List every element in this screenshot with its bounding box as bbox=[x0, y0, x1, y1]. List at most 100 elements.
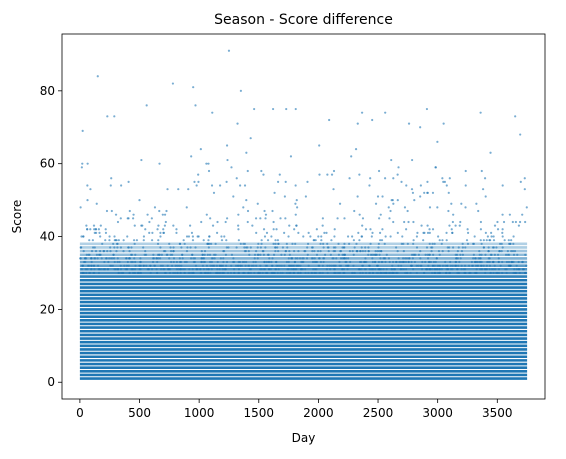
x-tick-label: 2500 bbox=[363, 406, 394, 420]
data-point bbox=[326, 242, 329, 245]
data-point bbox=[506, 250, 509, 253]
data-point bbox=[106, 250, 109, 253]
data-point bbox=[328, 118, 331, 122]
data-point bbox=[128, 209, 131, 213]
data-point bbox=[194, 104, 197, 107]
data-point bbox=[177, 188, 180, 191]
data-point bbox=[426, 180, 429, 183]
data-point bbox=[211, 257, 215, 260]
data-point bbox=[243, 246, 246, 249]
data-point bbox=[470, 260, 473, 264]
data-point bbox=[431, 242, 434, 245]
data-point bbox=[412, 220, 415, 224]
data-point bbox=[493, 253, 496, 256]
data-point bbox=[276, 246, 279, 249]
data-point bbox=[336, 271, 340, 275]
data-point bbox=[425, 246, 429, 249]
data-point bbox=[441, 177, 444, 180]
data-point bbox=[493, 224, 497, 227]
data-point bbox=[387, 206, 390, 209]
data-point bbox=[283, 253, 286, 256]
data-point bbox=[235, 246, 238, 249]
data-point bbox=[89, 228, 92, 231]
data-point bbox=[225, 246, 228, 249]
data-point bbox=[225, 180, 228, 183]
data-point bbox=[225, 260, 229, 264]
data-point bbox=[367, 250, 370, 253]
data-point bbox=[185, 206, 188, 209]
data-point bbox=[101, 242, 104, 245]
data-point bbox=[358, 213, 361, 216]
data-point bbox=[284, 250, 287, 253]
data-point bbox=[138, 264, 141, 267]
data-point bbox=[197, 180, 200, 183]
data-point bbox=[342, 268, 346, 271]
data-point bbox=[113, 115, 116, 118]
data-point bbox=[140, 158, 143, 162]
x-tick-label: 1000 bbox=[184, 406, 215, 420]
data-point bbox=[513, 268, 516, 271]
data-point bbox=[455, 257, 458, 260]
data-point bbox=[304, 271, 307, 275]
data-point bbox=[294, 202, 297, 205]
data-point bbox=[452, 213, 455, 216]
data-point bbox=[115, 268, 118, 271]
data-point bbox=[100, 268, 103, 271]
data-point bbox=[379, 213, 382, 216]
data-point bbox=[194, 246, 197, 249]
data-point bbox=[242, 206, 245, 209]
data-point bbox=[117, 271, 121, 275]
data-point bbox=[163, 268, 166, 271]
data-point bbox=[293, 250, 296, 253]
data-point bbox=[216, 268, 219, 271]
data-point bbox=[447, 191, 450, 194]
data-point bbox=[266, 239, 270, 242]
data-point bbox=[274, 239, 277, 242]
data-point bbox=[126, 217, 129, 220]
data-point bbox=[257, 253, 260, 256]
data-point bbox=[496, 253, 500, 256]
data-point bbox=[314, 260, 317, 264]
data-point bbox=[276, 180, 280, 183]
data-point bbox=[400, 180, 403, 183]
data-point bbox=[489, 239, 492, 242]
data-point bbox=[117, 239, 120, 242]
data-point bbox=[306, 246, 309, 249]
data-point bbox=[361, 224, 364, 227]
data-point bbox=[419, 250, 422, 253]
data-point bbox=[92, 224, 96, 227]
data-point bbox=[431, 268, 434, 271]
data-point bbox=[319, 260, 323, 264]
data-point bbox=[272, 271, 275, 275]
data-point bbox=[394, 260, 398, 264]
data-point bbox=[169, 250, 173, 253]
data-point bbox=[284, 180, 287, 183]
data-point bbox=[90, 260, 93, 264]
data-point bbox=[93, 257, 96, 260]
data-point bbox=[490, 235, 493, 238]
data-point bbox=[211, 111, 214, 114]
data-point bbox=[239, 184, 242, 187]
data-point bbox=[200, 220, 203, 224]
data-point bbox=[158, 209, 161, 213]
data-point bbox=[105, 257, 108, 260]
data-point bbox=[315, 268, 318, 271]
data-point bbox=[445, 184, 448, 187]
data-point bbox=[194, 264, 198, 267]
data-point bbox=[164, 220, 167, 224]
data-point bbox=[125, 257, 128, 260]
data-point bbox=[383, 242, 386, 245]
data-point bbox=[99, 224, 102, 227]
data-point bbox=[294, 268, 297, 271]
data-point bbox=[519, 133, 522, 136]
x-tick-label: 2000 bbox=[303, 406, 334, 420]
data-point bbox=[113, 268, 116, 271]
data-point bbox=[464, 268, 467, 271]
data-point bbox=[283, 195, 286, 198]
data-point bbox=[181, 268, 185, 271]
data-point bbox=[134, 271, 137, 275]
data-point bbox=[454, 264, 457, 267]
data-point bbox=[364, 257, 367, 260]
data-point bbox=[478, 250, 481, 253]
data-point bbox=[374, 250, 377, 253]
